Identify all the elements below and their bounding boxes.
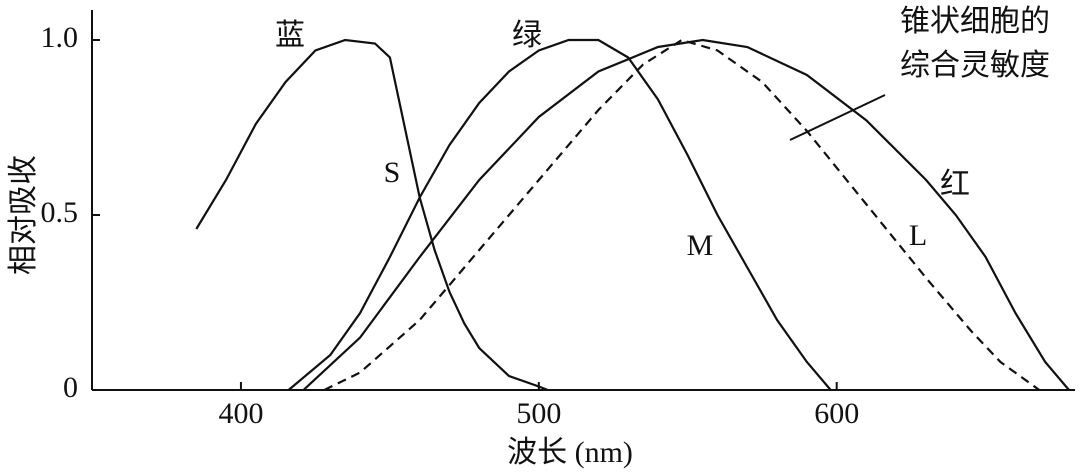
series-label: L <box>909 219 927 252</box>
x-tick-label: 400 <box>218 397 263 430</box>
annotation: 蓝 <box>275 19 305 52</box>
y-tick-label: 0 <box>63 371 78 404</box>
y-tick-label: 0.5 <box>41 196 79 229</box>
leader-line <box>789 94 886 141</box>
y-tick-label: 1.0 <box>41 21 79 54</box>
series-line <box>287 38 832 391</box>
series-label: M <box>687 229 714 262</box>
annotation: 综合灵敏度 <box>900 49 1050 82</box>
series-line <box>323 38 1040 391</box>
x-tick-label: 600 <box>814 397 859 430</box>
series-line <box>302 38 1070 391</box>
x-axis-label: 波长 (nm) <box>507 436 633 469</box>
series-line <box>195 38 549 392</box>
x-tick-label: 500 <box>516 397 561 430</box>
y-axis-label: 相对吸收 <box>7 155 40 275</box>
annotation: 红 <box>940 168 970 201</box>
series-label: S <box>384 156 401 189</box>
annotation: 绿 <box>512 19 542 52</box>
annotation: 锥状细胞的 <box>900 5 1050 38</box>
